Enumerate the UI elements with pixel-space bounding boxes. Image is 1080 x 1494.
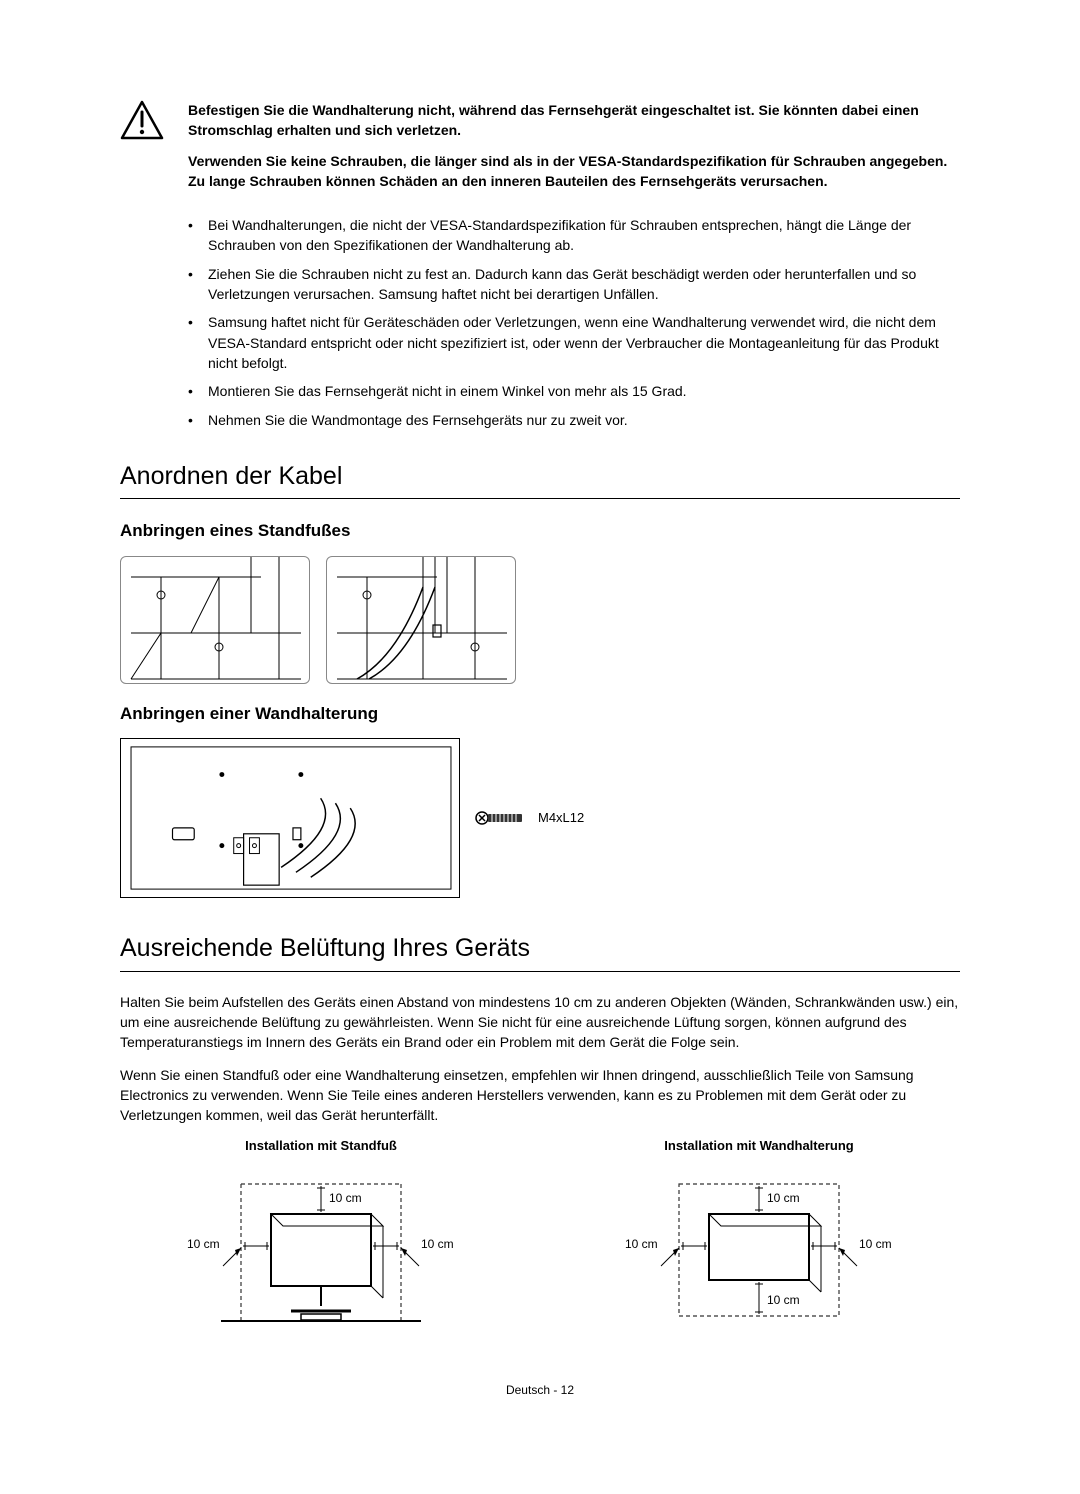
stand-figure-1 [120, 556, 310, 684]
svg-text:10 cm: 10 cm [187, 1237, 220, 1251]
wall-mount-figure-row: M4xL12 [120, 738, 960, 898]
warning-text-block: Befestigen Sie die Wandhalterung nicht, … [188, 100, 960, 201]
install-wall-col: Installation mit Wandhalterung 10 cm 10 … [558, 1137, 960, 1341]
warning-icon [120, 100, 164, 145]
install-stand-label: Installation mit Standfuß [120, 1137, 522, 1156]
svg-text:10 cm: 10 cm [859, 1237, 892, 1251]
subtitle-wall: Anbringen einer Wandhalterung [120, 702, 960, 727]
bullet-item: Nehmen Sie die Wandmontage des Fernsehge… [188, 410, 960, 430]
bullet-item: Montieren Sie das Fernsehgerät nicht in … [188, 381, 960, 401]
ventilation-p1: Halten Sie beim Aufstellen des Geräts ei… [120, 992, 960, 1053]
svg-text:10 cm: 10 cm [329, 1191, 362, 1205]
screw-label: M4xL12 [538, 809, 584, 828]
page-footer: Deutsch - 12 [120, 1382, 960, 1399]
subtitle-stand: Anbringen eines Standfußes [120, 519, 960, 544]
svg-text:10 cm: 10 cm [767, 1293, 800, 1307]
section-title-ventilation: Ausreichende Belüftung Ihres Geräts [120, 930, 960, 971]
bullet-item: Samsung haftet nicht für Geräteschäden o… [188, 312, 960, 373]
install-stand-diagram: 10 cm 10 cm 10 cm [171, 1166, 471, 1336]
install-wall-label: Installation mit Wandhalterung [558, 1137, 960, 1156]
stand-figure-2 [326, 556, 516, 684]
bullet-item: Ziehen Sie die Schrauben nicht zu fest a… [188, 264, 960, 305]
warning-p1: Befestigen Sie die Wandhalterung nicht, … [188, 100, 960, 141]
warning-bullet-list: Bei Wandhalterungen, die nicht der VESA-… [120, 215, 960, 430]
ventilation-p2: Wenn Sie einen Standfuß oder eine Wandha… [120, 1065, 960, 1126]
stand-figures [120, 556, 960, 684]
bullet-item: Bei Wandhalterungen, die nicht der VESA-… [188, 215, 960, 256]
install-wall-diagram: 10 cm 10 cm 10 cm 10 cm [609, 1166, 909, 1336]
installation-diagrams: Installation mit Standfuß 10 cm [120, 1137, 960, 1341]
section-title-cables: Anordnen der Kabel [120, 458, 960, 499]
warning-block: Befestigen Sie die Wandhalterung nicht, … [120, 100, 960, 201]
wall-mount-figure [120, 738, 460, 898]
svg-text:10 cm: 10 cm [421, 1237, 454, 1251]
screw-icon [474, 809, 524, 827]
install-stand-col: Installation mit Standfuß 10 cm [120, 1137, 522, 1341]
svg-text:10 cm: 10 cm [767, 1191, 800, 1205]
warning-p2: Verwenden Sie keine Schrauben, die länge… [188, 151, 960, 192]
svg-text:10 cm: 10 cm [625, 1237, 658, 1251]
